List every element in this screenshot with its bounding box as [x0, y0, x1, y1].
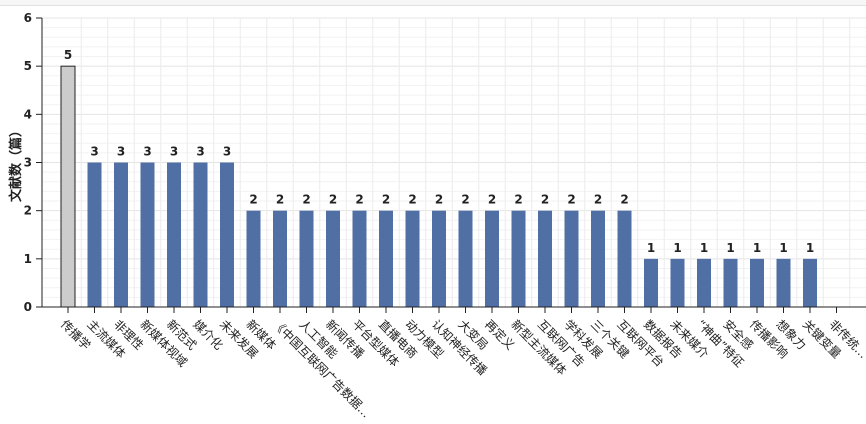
bar-25[interactable]: [697, 258, 711, 307]
bar-7[interactable]: [220, 162, 234, 308]
bar-28[interactable]: [776, 258, 791, 307]
grid: [42, 17, 866, 308]
data-label: 1: [647, 241, 655, 255]
bar-18[interactable]: [511, 210, 526, 307]
bar-3[interactable]: [114, 162, 128, 308]
data-label: 2: [249, 193, 257, 207]
top-border: [0, 0, 866, 6]
data-label: 2: [594, 193, 602, 207]
data-label: 3: [170, 145, 178, 159]
bar-5[interactable]: [167, 162, 181, 308]
y-tick-label: 4: [24, 107, 32, 121]
bar-1[interactable]: [60, 65, 76, 308]
data-label: 5: [64, 48, 72, 62]
bar-9[interactable]: [273, 210, 287, 307]
bar-15[interactable]: [432, 210, 446, 307]
data-label: 2: [408, 193, 416, 207]
data-label: 2: [302, 193, 310, 207]
data-label: 3: [90, 145, 98, 159]
data-label: 2: [329, 193, 337, 207]
bar-13[interactable]: [379, 210, 393, 307]
data-label: 1: [726, 241, 734, 255]
y-tick-label: 6: [24, 11, 32, 25]
data-label: 2: [567, 193, 575, 207]
data-label: 2: [355, 193, 363, 207]
bar-19[interactable]: [538, 210, 552, 307]
data-label: 1: [700, 241, 708, 255]
data-label: 3: [196, 145, 204, 159]
bar-24[interactable]: [670, 258, 685, 307]
y-tick-label: 5: [24, 59, 32, 73]
data-label: 2: [514, 193, 522, 207]
data-label: 1: [806, 241, 814, 255]
bar-21[interactable]: [591, 210, 605, 307]
bar-23[interactable]: [644, 258, 658, 307]
y-axis-label: 文献数（篇）: [8, 124, 24, 202]
bar-6[interactable]: [193, 162, 208, 308]
data-label: 3: [223, 145, 231, 159]
bar-11[interactable]: [326, 210, 340, 307]
bar-10[interactable]: [299, 210, 314, 307]
data-label: 2: [461, 193, 469, 207]
bar-2[interactable]: [87, 162, 102, 308]
data-label: 1: [673, 241, 681, 255]
bar-20[interactable]: [564, 210, 579, 307]
data-label: 1: [753, 241, 761, 255]
data-label: 2: [435, 193, 443, 207]
bars: [60, 65, 817, 308]
data-label: 2: [276, 193, 284, 207]
bar-22[interactable]: [617, 210, 632, 307]
y-tick-label: 2: [24, 204, 32, 218]
data-label: 2: [488, 193, 496, 207]
bar-16[interactable]: [458, 210, 473, 307]
y-tick-label: 3: [24, 156, 32, 170]
y-tick-label: 0: [24, 300, 32, 314]
bar-14[interactable]: [405, 210, 420, 307]
data-label: 2: [620, 193, 628, 207]
bar-8[interactable]: [246, 210, 261, 307]
bar-4[interactable]: [140, 162, 155, 308]
bar-17[interactable]: [485, 210, 499, 307]
bar-12[interactable]: [352, 210, 367, 307]
bar-26[interactable]: [723, 258, 738, 307]
data-label: 3: [143, 145, 151, 159]
y-tick-label: 1: [24, 252, 32, 266]
data-label: 3: [117, 145, 125, 159]
bar-29[interactable]: [803, 258, 817, 307]
data-labels: 5 3 3 3 3 3 3 2 2 2 2 2 2 2 2 2 2 2 2 2 2 2 1 1 1 1 1 1 1: [64, 48, 814, 255]
bar-27[interactable]: [750, 258, 764, 307]
data-label: 1: [779, 241, 787, 255]
data-label: 2: [541, 193, 549, 207]
data-label: 2: [382, 193, 390, 207]
